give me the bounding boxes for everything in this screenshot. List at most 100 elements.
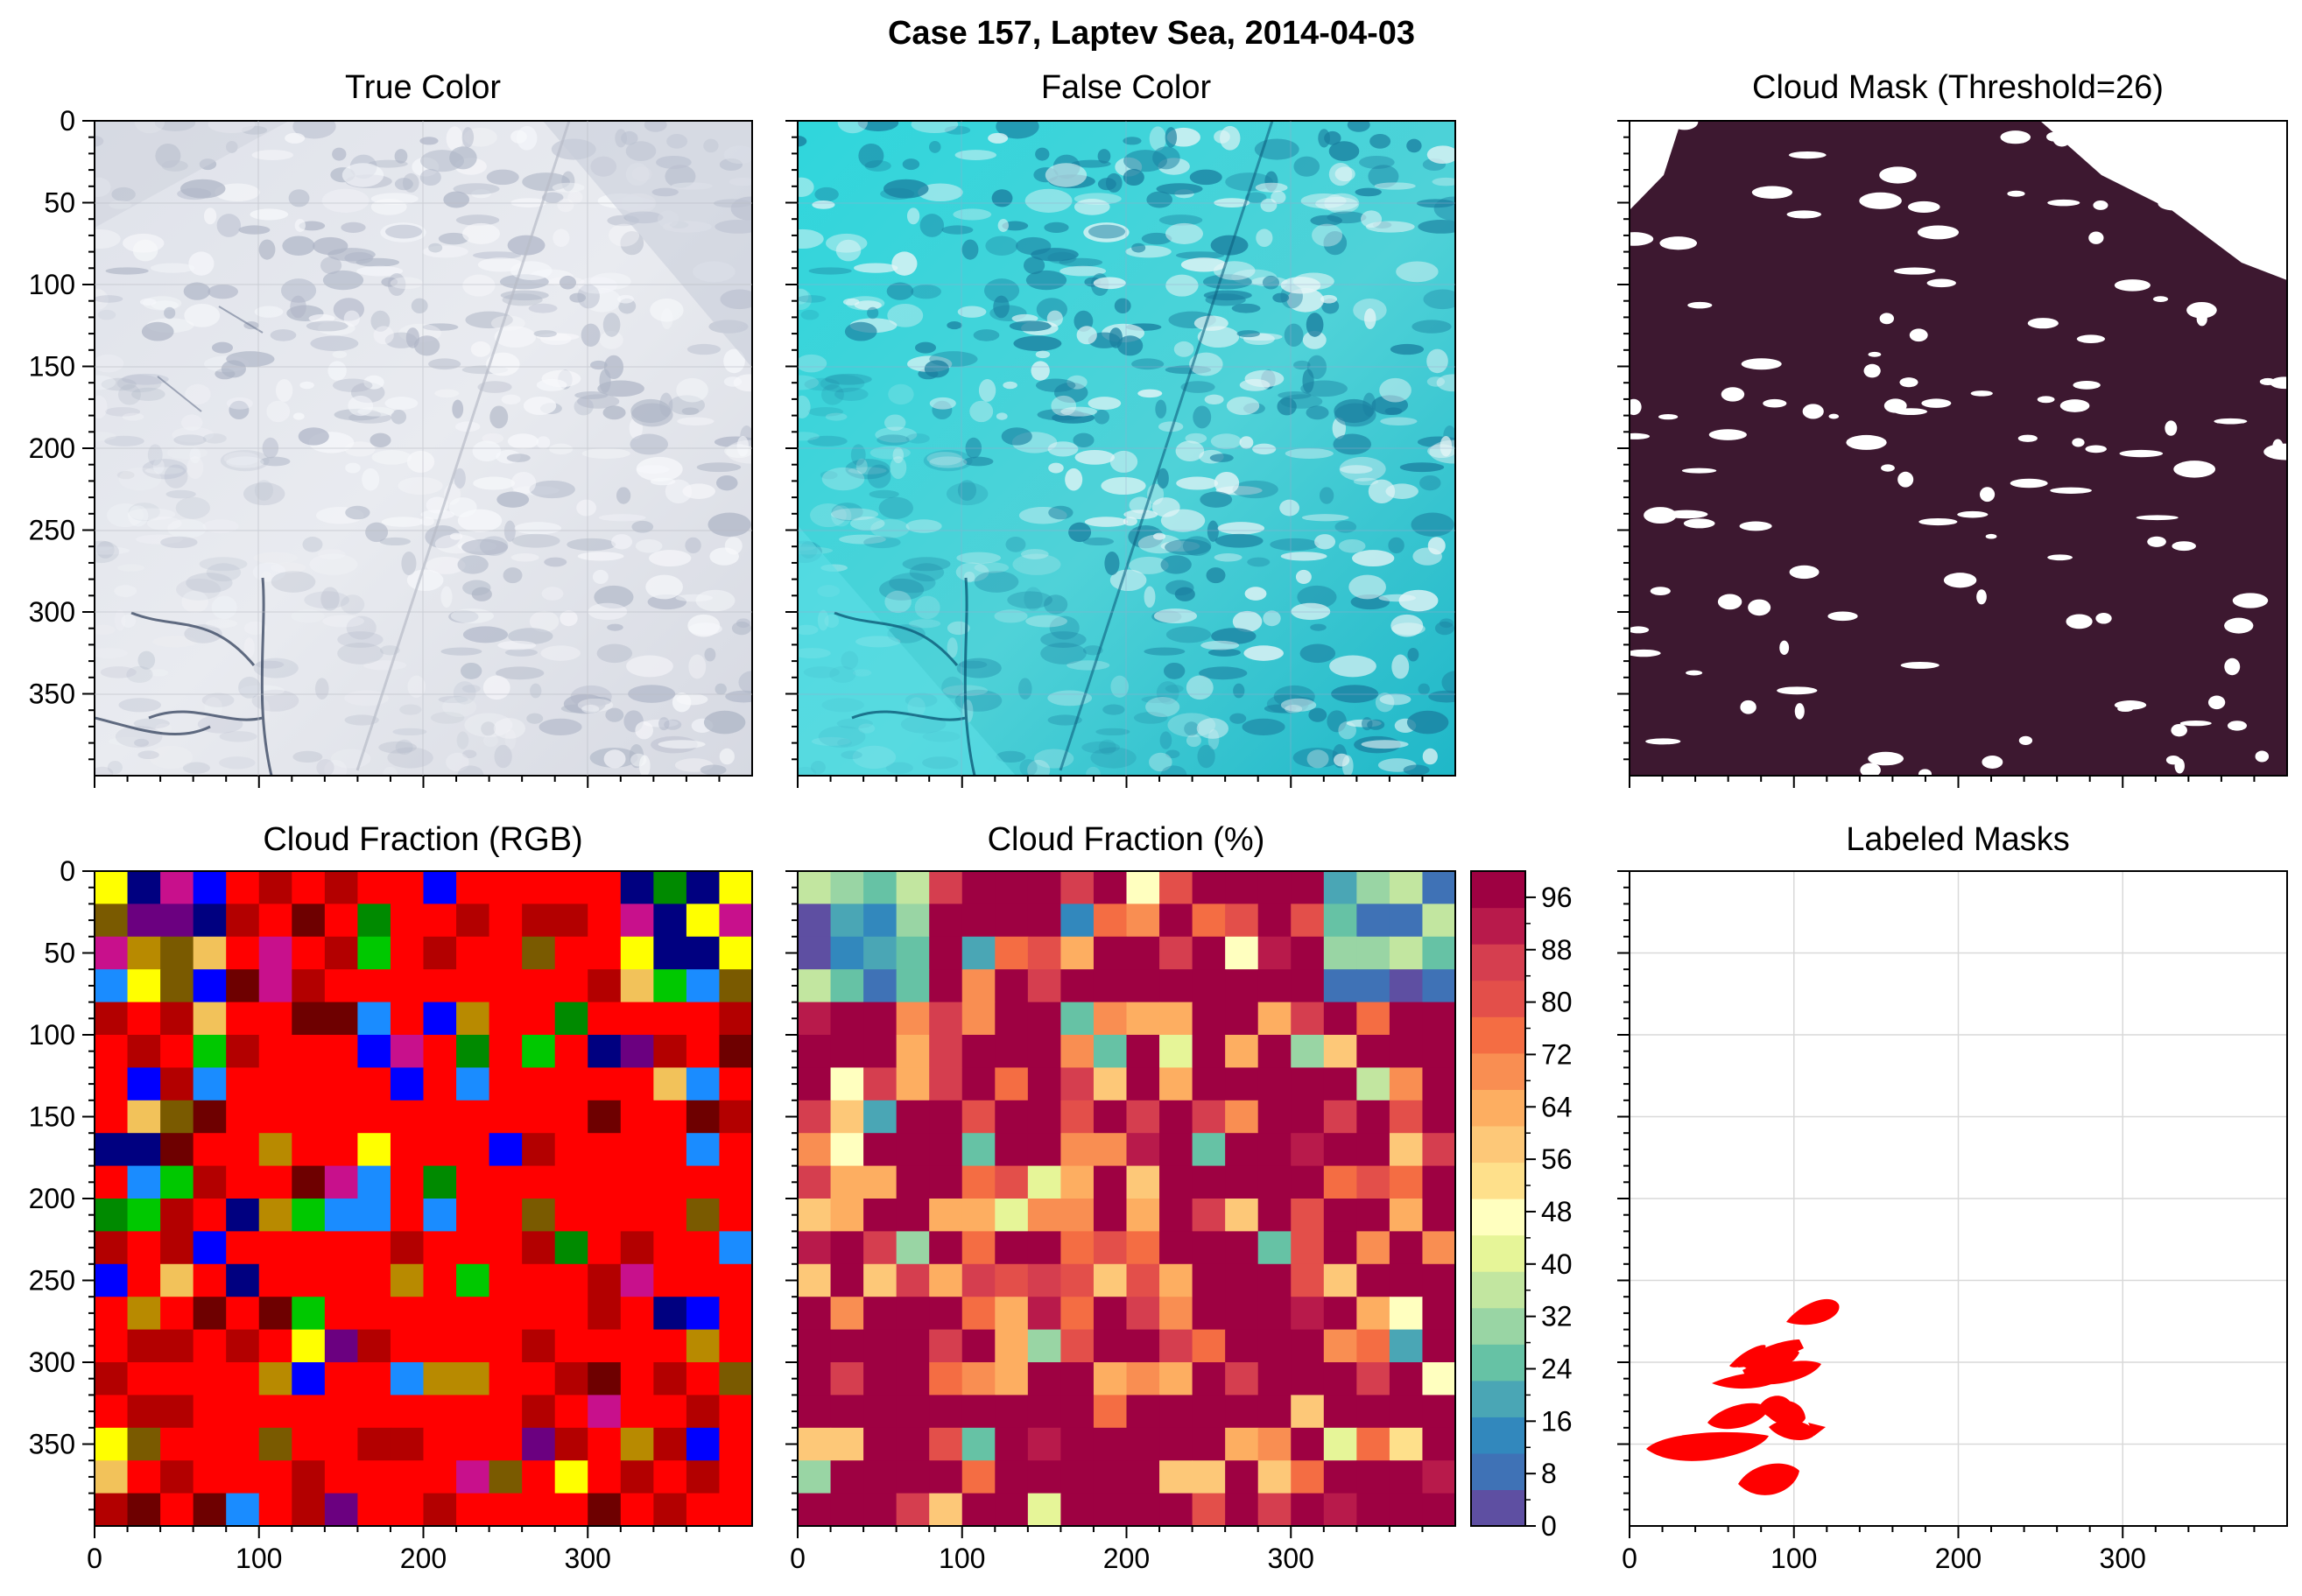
labeled-masks-axes: 0 100 200 300 — [1617, 870, 2256, 1574]
heatmap-cell — [1126, 1362, 1160, 1396]
heatmap-cell — [1389, 871, 1424, 904]
heatmap-cell — [1422, 1002, 1456, 1036]
heatmap-cell — [830, 1493, 864, 1527]
y-tick-label: 350 — [29, 1429, 75, 1460]
heatmap-cell — [127, 1263, 161, 1297]
heatmap-cell — [1356, 1362, 1390, 1396]
heatmap-cell — [1159, 903, 1193, 938]
heatmap-cell — [830, 1263, 864, 1297]
heatmap-cell — [423, 936, 457, 970]
heatmap-cell — [1093, 1427, 1128, 1461]
labeled-mask-region — [1747, 1349, 1782, 1363]
heatmap-cell — [1422, 1329, 1456, 1363]
heatmap-cell — [1225, 1199, 1259, 1232]
heatmap-cell — [95, 1362, 129, 1396]
heatmap-cell — [292, 1493, 326, 1527]
heatmap-cell — [1093, 1165, 1128, 1199]
heatmap-cell — [1323, 1067, 1357, 1101]
heatmap-cell — [863, 1133, 898, 1167]
heatmap-cell — [324, 1395, 358, 1429]
heatmap-cell — [798, 1231, 832, 1265]
heatmap-cell — [390, 1002, 425, 1036]
heatmap-cell — [357, 1067, 391, 1101]
heatmap-cell — [1291, 936, 1325, 970]
heatmap-cell — [798, 1165, 832, 1199]
heatmap-cell — [929, 1199, 963, 1232]
heatmap-cell — [653, 1067, 687, 1101]
heatmap-cell — [456, 1165, 490, 1199]
colorbar-tick-label: 96 — [1541, 882, 1573, 913]
heatmap-cell — [1356, 1133, 1390, 1167]
heatmap-cell — [929, 1035, 963, 1068]
heatmap-cell — [653, 1263, 687, 1297]
heatmap-cell — [1060, 1427, 1095, 1461]
heatmap-cell — [686, 1231, 721, 1265]
heatmap-cell — [95, 969, 129, 1003]
heatmap-cell — [127, 1493, 161, 1527]
heatmap-cell — [292, 1100, 326, 1134]
heatmap-cell — [324, 1460, 358, 1494]
heatmap-cell — [489, 1231, 523, 1265]
heatmap-cell — [1027, 1100, 1061, 1134]
heatmap-cell — [1257, 1002, 1292, 1036]
heatmap-cell — [1225, 1329, 1259, 1363]
heatmap-cell — [423, 1460, 457, 1494]
heatmap-cell — [1060, 936, 1095, 970]
heatmap-cell — [686, 1329, 721, 1363]
heatmap-cell — [1356, 1002, 1390, 1036]
heatmap-cell — [1323, 1035, 1357, 1068]
heatmap-cell — [390, 936, 425, 970]
heatmap-cell — [324, 1427, 358, 1461]
heatmap-cell — [1356, 936, 1390, 970]
heatmap-cell — [1159, 1133, 1193, 1167]
heatmap-cell — [522, 1362, 556, 1396]
heatmap-cell — [1192, 1067, 1226, 1101]
heatmap-cell — [258, 1035, 292, 1068]
colorbar-segment — [1471, 1417, 1525, 1454]
heatmap-cell — [719, 1035, 753, 1068]
heatmap-cell — [620, 936, 654, 970]
colorbar-tick-label: 32 — [1541, 1301, 1573, 1332]
heatmap-cell — [719, 1460, 753, 1494]
heatmap-cell — [292, 1133, 326, 1167]
y-tick-label: 50 — [44, 938, 75, 969]
heatmap-cell — [489, 1067, 523, 1101]
labeled-mask-region — [1729, 1345, 1766, 1367]
heatmap-cell — [1126, 903, 1160, 938]
heatmap-cell — [830, 1362, 864, 1396]
heatmap-cell — [292, 1427, 326, 1461]
y-tick-label: 150 — [29, 1101, 75, 1133]
heatmap-cell — [863, 1165, 898, 1199]
heatmap-cell — [1159, 1493, 1193, 1527]
heatmap-cell — [1027, 936, 1061, 970]
heatmap-cell — [1060, 1460, 1095, 1494]
heatmap-cell — [896, 903, 930, 938]
heatmap-cell — [1356, 1199, 1390, 1232]
heatmap-cell — [554, 1427, 588, 1461]
heatmap-cell — [995, 1493, 1029, 1527]
heatmap-cell — [686, 903, 721, 938]
heatmap-cell — [292, 1199, 326, 1232]
heatmap-cell — [1422, 1362, 1456, 1396]
heatmap-cell — [1291, 1002, 1325, 1036]
heatmap-cell — [719, 969, 753, 1003]
heatmap-cell — [929, 1427, 963, 1461]
heatmap-cell — [588, 1002, 622, 1036]
colorbar-segment — [1471, 1344, 1525, 1382]
heatmap-cell — [1323, 903, 1357, 938]
heatmap-cell — [1126, 1263, 1160, 1297]
heatmap-cell — [1027, 1002, 1061, 1036]
heatmap-cell — [1159, 1362, 1193, 1396]
y-tick-label: 200 — [29, 432, 75, 464]
heatmap-cell — [588, 1133, 622, 1167]
heatmap-cell — [489, 1263, 523, 1297]
heatmap-cell — [1422, 1395, 1456, 1429]
heatmap-cell — [95, 1199, 129, 1232]
labeled-mask-region — [1707, 1403, 1769, 1430]
heatmap-cell — [1126, 936, 1160, 970]
panel-title-cloud-fraction-percent: Cloud Fraction (%) — [988, 821, 1265, 858]
heatmap-cell — [489, 1165, 523, 1199]
heatmap-cell — [1291, 1100, 1325, 1134]
heatmap-cell — [95, 1067, 129, 1101]
heatmap-cell — [1093, 1460, 1128, 1494]
